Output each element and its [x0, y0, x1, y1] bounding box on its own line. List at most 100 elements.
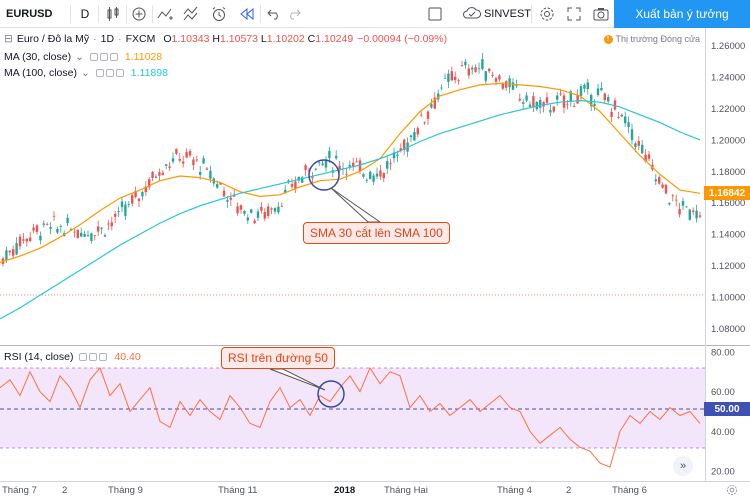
- candle-body: [284, 189, 287, 194]
- candle-body: [229, 197, 232, 200]
- candle-body: [630, 129, 634, 140]
- candle-body: [522, 102, 525, 104]
- candle-body: [515, 85, 518, 87]
- candle-body: [280, 205, 283, 207]
- candle-body: [236, 206, 239, 214]
- rsi-above-50-note[interactable]: RSI trên đường 50: [221, 347, 335, 369]
- market-status: ! Thị trường Đóng cửa: [603, 34, 701, 44]
- alert-icon[interactable]: [209, 0, 229, 28]
- candle-body: [477, 68, 481, 70]
- candle-body: [661, 184, 664, 188]
- candle-body: [369, 171, 372, 179]
- redo-icon[interactable]: [285, 0, 303, 28]
- candle-body: [641, 144, 644, 154]
- gear-icon: [89, 353, 98, 361]
- symbol-search-button[interactable]: EURUSD: [6, 8, 53, 20]
- save-layout-button[interactable]: SINVEST: [452, 0, 542, 28]
- legend-controls[interactable]: [89, 53, 118, 61]
- undo-icon[interactable]: [265, 0, 283, 28]
- settings-icon[interactable]: [537, 0, 557, 28]
- candle-body: [488, 68, 491, 72]
- candle-body: [202, 158, 205, 164]
- candle-body: [443, 77, 447, 79]
- candle-body: [321, 163, 324, 166]
- gear-icon: [99, 53, 108, 61]
- candle-body: [545, 97, 549, 103]
- ma30-legend[interactable]: MA (30, close) ⌄ 1.11028: [4, 51, 162, 63]
- rsi-series-line: [0, 366, 701, 468]
- rsi-callout-pointer: [269, 368, 326, 391]
- collapse-legend-icon[interactable]: ⊟: [4, 33, 13, 45]
- indicators-icon[interactable]: [156, 0, 176, 28]
- bar-style-icon[interactable]: [104, 0, 122, 28]
- legend-controls[interactable]: [95, 69, 124, 77]
- candle-body: [290, 184, 294, 187]
- candle-body: [256, 211, 260, 218]
- main-series-legend[interactable]: ⊟ Euro / Đô la Mỹ · 1D · FXCM O1.10343 H…: [4, 33, 448, 45]
- chart-canvas[interactable]: 1.26000 1.24000 1.22000 1.20000 1.18000 1.160…: [0, 28, 750, 482]
- fullscreen-icon[interactable]: [564, 0, 584, 28]
- layout-name: SINVEST: [483, 8, 532, 20]
- legend-controls[interactable]: [79, 353, 108, 361]
- candle-body: [365, 179, 368, 181]
- candle-body: [188, 151, 192, 156]
- candle-body: [511, 82, 515, 90]
- rsi-legend[interactable]: RSI (14, close) 40.40: [4, 351, 141, 363]
- chevron-down-icon[interactable]: ⌄: [80, 67, 90, 79]
- candle-body: [586, 82, 589, 90]
- candle-body: [328, 151, 331, 159]
- candle-body: [603, 93, 606, 101]
- candle-body: [73, 231, 76, 233]
- rsi-value: 40.40: [114, 351, 141, 363]
- time-tick: Tháng 6: [612, 485, 647, 496]
- candle-body: [250, 209, 253, 213]
- candle-body: [416, 128, 419, 135]
- candle-body: [345, 173, 348, 175]
- scroll-to-realtime-button[interactable]: »: [673, 456, 693, 476]
- rsi-axis[interactable]: 80.00 60.00 40.00 20.00: [711, 347, 735, 477]
- candle-body: [498, 75, 501, 80]
- candle-body: [114, 213, 117, 217]
- toolbar-divider: [260, 5, 261, 23]
- market-status-text: Thị trường Đóng cửa: [615, 34, 701, 44]
- toolbar-divider: [98, 5, 99, 23]
- candle-body: [195, 159, 198, 161]
- price-tick-label: 1.12000: [711, 261, 745, 272]
- templates-icon[interactable]: [182, 0, 202, 28]
- sma-crossover-note[interactable]: SMA 30 cắt lên SMA 100: [303, 222, 450, 244]
- candle-body: [270, 208, 273, 210]
- candle-body: [297, 176, 300, 181]
- candle-body: [409, 135, 413, 138]
- candle-body: [29, 237, 32, 242]
- ma-lines: [0, 82, 701, 320]
- time-axis[interactable]: Tháng 7 2 Tháng 9 Tháng 11 2018 Tháng Ha…: [0, 482, 705, 500]
- ma100-legend[interactable]: MA (100, close) ⌄ 1.11898: [4, 67, 168, 79]
- candle-body: [549, 110, 552, 113]
- candle-body: [209, 170, 212, 179]
- candle-body: [49, 227, 52, 229]
- candle-body: [107, 223, 110, 225]
- add-compare-icon[interactable]: [130, 0, 148, 28]
- layout-icon[interactable]: [425, 0, 445, 28]
- candle-body: [219, 182, 222, 185]
- candle-body: [32, 227, 35, 231]
- candle-body: [610, 111, 613, 118]
- rsi-highlight-circle: [317, 380, 345, 408]
- candle-body: [688, 209, 691, 220]
- publish-idea-button[interactable]: Xuất bản ý tưởng: [614, 0, 750, 28]
- candle-body: [100, 227, 103, 229]
- candle-body: [52, 215, 56, 217]
- rsi-band: [0, 368, 705, 448]
- price-axis[interactable]: 1.26000 1.24000 1.22000 1.20000 1.18000 1.160…: [711, 41, 745, 335]
- chart-settings-icon[interactable]: [726, 484, 740, 498]
- close-icon: [109, 53, 118, 61]
- interval-button[interactable]: D: [80, 7, 90, 21]
- candle-body: [165, 164, 168, 166]
- candle-body: [199, 171, 202, 175]
- replay-icon[interactable]: [237, 0, 257, 28]
- chevron-down-icon[interactable]: ⌄: [75, 51, 84, 63]
- candle-body: [185, 152, 188, 158]
- candle-body: [389, 163, 392, 165]
- snapshot-icon[interactable]: [591, 0, 611, 28]
- candle-body: [301, 177, 304, 183]
